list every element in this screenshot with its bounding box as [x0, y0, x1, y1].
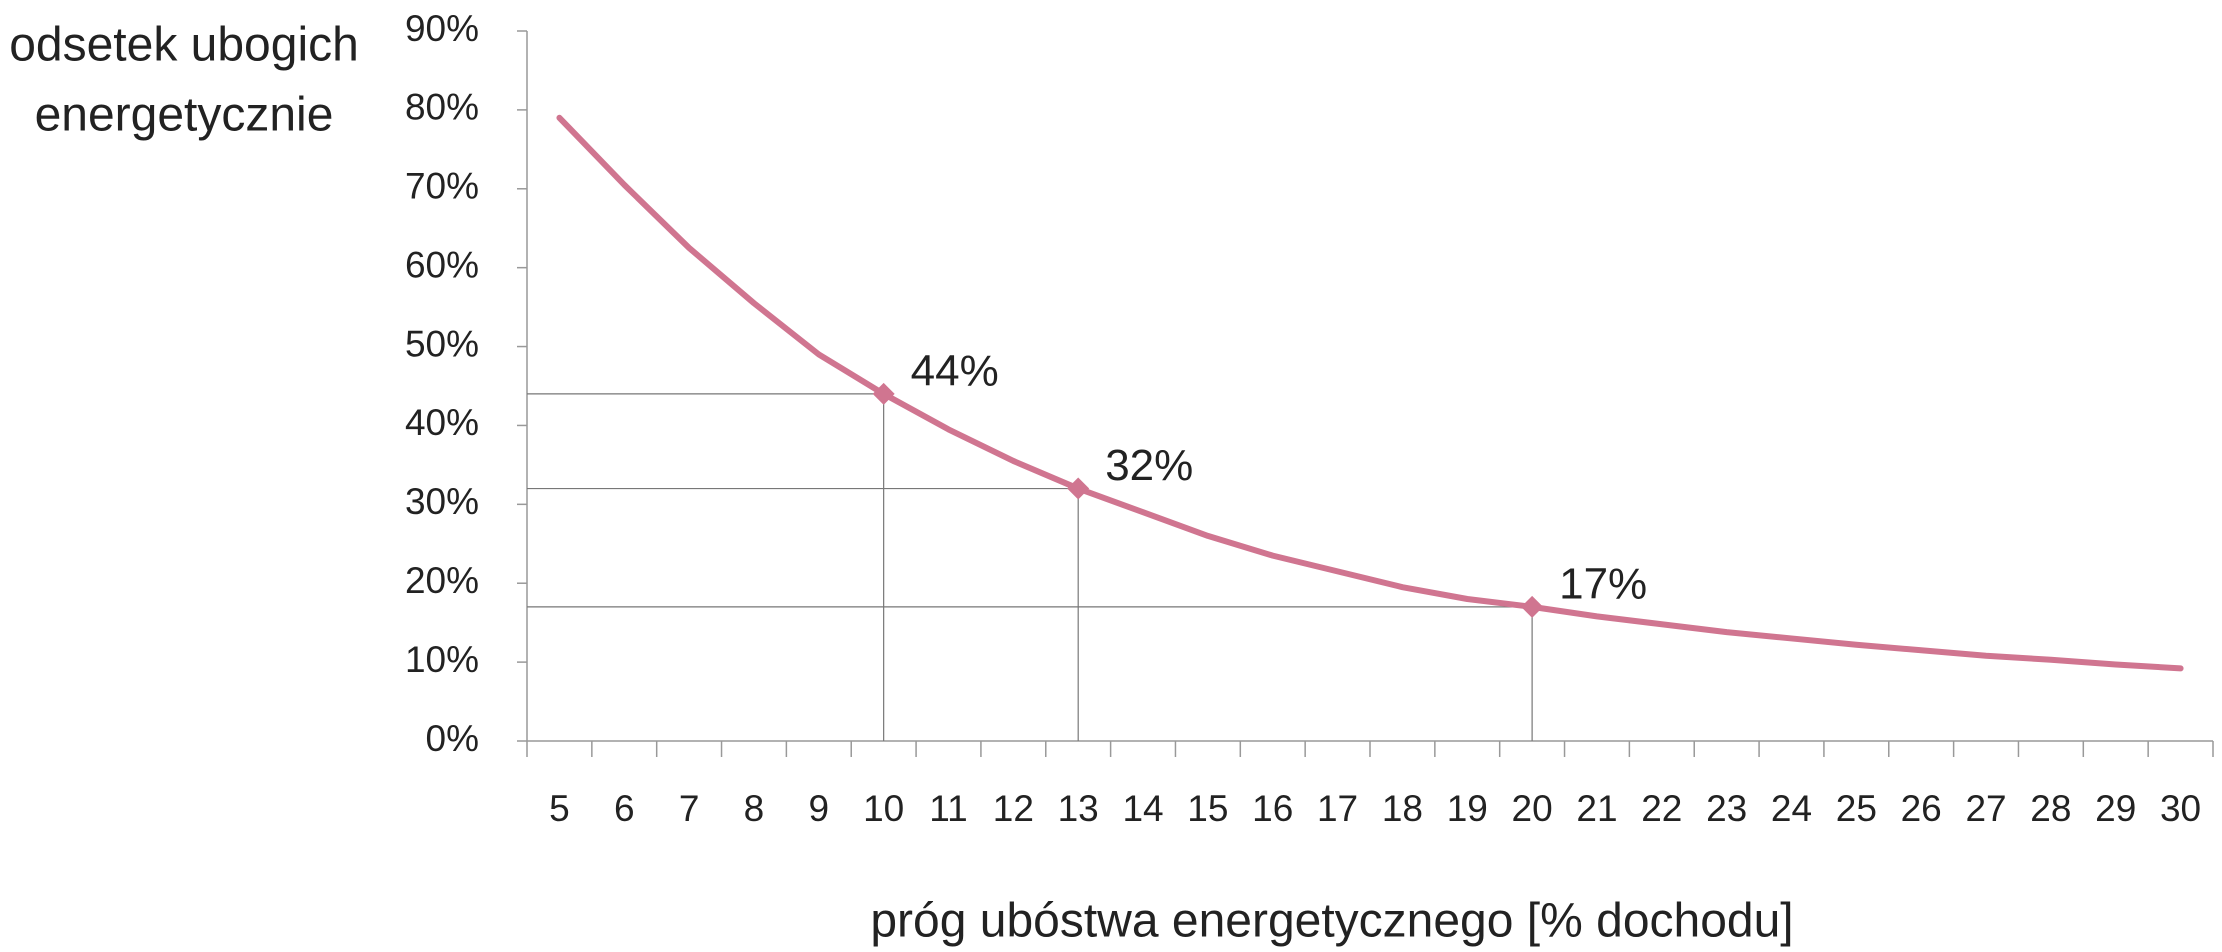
- value-label: 32%: [1105, 441, 1193, 490]
- y-tick-label: 30%: [405, 481, 479, 522]
- y-tick-label: 40%: [405, 402, 479, 443]
- x-tick-label: 30: [2160, 788, 2201, 829]
- x-tick-label: 16: [1252, 788, 1293, 829]
- y-tick-label: 70%: [405, 166, 479, 207]
- data-point: [1521, 595, 1544, 618]
- data-point: [872, 382, 895, 405]
- x-tick-label: 20: [1512, 788, 1553, 829]
- x-tick-label: 13: [1058, 788, 1099, 829]
- x-tick-label: 19: [1447, 788, 1488, 829]
- x-tick-label: 7: [679, 788, 700, 829]
- y-tick-label: 90%: [405, 8, 479, 49]
- x-tick-label: 11: [929, 788, 967, 829]
- x-tick-label: 27: [1965, 788, 2006, 829]
- y-tick-label: 80%: [405, 87, 479, 128]
- x-tick-label: 8: [744, 788, 765, 829]
- x-tick-label: 17: [1317, 788, 1358, 829]
- x-tick-label: 23: [1706, 788, 1747, 829]
- x-tick-label: 25: [1836, 788, 1877, 829]
- x-tick-label: 9: [809, 788, 830, 829]
- x-tick-label: 6: [614, 788, 635, 829]
- x-tick-label: 28: [2030, 788, 2071, 829]
- x-tick-label: 26: [1901, 788, 1942, 829]
- x-tick-label: 18: [1382, 788, 1423, 829]
- y-axis-title: energetycznie: [35, 89, 334, 142]
- x-tick-label: 10: [863, 788, 904, 829]
- x-tick-label: 5: [549, 788, 570, 829]
- data-point: [1067, 477, 1090, 500]
- y-tick-label: 0%: [426, 718, 479, 759]
- x-axis-title: próg ubóstwa energetycznego [% dochodu]: [870, 895, 1793, 948]
- x-tick-label: 24: [1771, 788, 1812, 829]
- y-tick-label: 10%: [405, 639, 479, 680]
- x-tick-label: 21: [1576, 788, 1617, 829]
- x-tick-label: 12: [993, 788, 1034, 829]
- x-tick-label: 14: [1122, 788, 1163, 829]
- data-line: [556, 114, 2184, 672]
- value-label: 17%: [1559, 560, 1647, 609]
- value-label: 44%: [911, 347, 999, 396]
- x-tick-label: 29: [2095, 788, 2136, 829]
- y-tick-label: 50%: [405, 323, 479, 364]
- y-tick-label: 20%: [405, 560, 479, 601]
- x-tick-label: 22: [1641, 788, 1682, 829]
- y-axis-title: odsetek ubogich: [9, 19, 359, 72]
- x-tick-label: 15: [1187, 788, 1228, 829]
- y-tick-label: 60%: [405, 244, 479, 285]
